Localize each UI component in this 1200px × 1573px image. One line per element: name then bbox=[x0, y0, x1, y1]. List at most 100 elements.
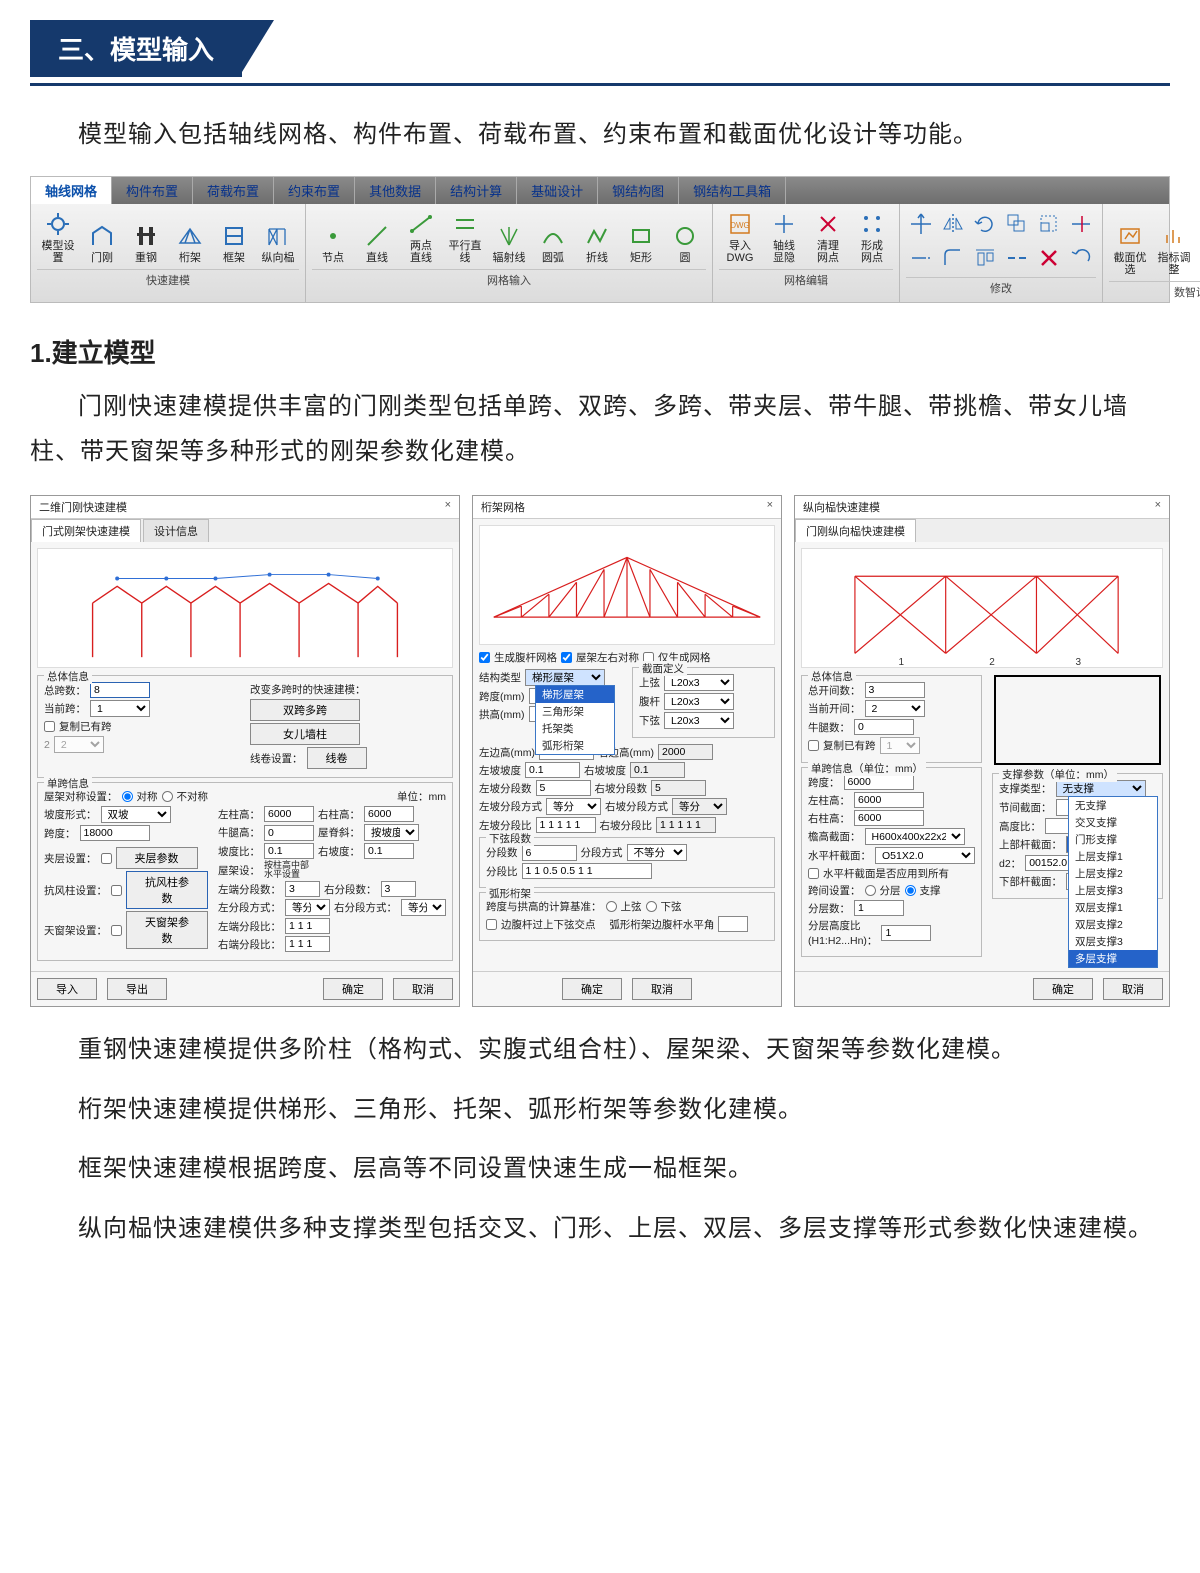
close-icon[interactable]: × bbox=[1155, 499, 1161, 515]
move[interactable] bbox=[906, 208, 936, 240]
mirror[interactable] bbox=[938, 208, 968, 240]
line[interactable]: 直线 bbox=[356, 220, 398, 266]
btn-mezz[interactable]: 夹层参数 bbox=[116, 847, 198, 869]
ribbon-tab-5[interactable]: 结构计算 bbox=[436, 177, 517, 204]
bopt-3[interactable]: 上层支撑1 bbox=[1069, 848, 1157, 865]
opt-1[interactable]: 三角形架 bbox=[536, 703, 614, 720]
sel-upper[interactable]: L20x3 bbox=[664, 674, 734, 691]
sel-copy-val[interactable]: 2 bbox=[54, 736, 104, 753]
bopt-8[interactable]: 双层支撑3 bbox=[1069, 933, 1157, 950]
clear-grid[interactable]: 清理 网点 bbox=[807, 208, 849, 266]
inp-rh2[interactable] bbox=[658, 744, 713, 760]
inp-lseg[interactable] bbox=[285, 881, 320, 897]
bopt-4[interactable]: 上层支撑2 bbox=[1069, 865, 1157, 882]
dropdown-struct-type[interactable]: 梯形屋架 三角形架 托架类 弧形桁架 bbox=[535, 685, 615, 755]
sel-btype[interactable]: 无支撑 bbox=[1056, 780, 1146, 797]
cb-edge[interactable] bbox=[486, 919, 497, 930]
truss[interactable]: 桁架 bbox=[169, 220, 211, 266]
sel-struct-type[interactable]: 梯形屋架 bbox=[525, 669, 605, 686]
btn-cancel2[interactable]: 取消 bbox=[632, 978, 692, 1000]
ribbon-tab-2[interactable]: 荷载布置 bbox=[193, 177, 274, 204]
inp-corbel[interactable] bbox=[264, 825, 314, 841]
bopt-1[interactable]: 交叉支撑 bbox=[1069, 814, 1157, 831]
cb-apply-all[interactable] bbox=[808, 868, 819, 879]
opt-0[interactable]: 梯形屋架 bbox=[536, 686, 614, 703]
inp-rs2[interactable] bbox=[630, 762, 685, 778]
sel-rmode2[interactable]: 等分 bbox=[672, 798, 727, 815]
sel-roof[interactable]: 按坡度 bbox=[364, 824, 419, 841]
cb-mirror[interactable] bbox=[561, 652, 572, 663]
rotate[interactable] bbox=[970, 208, 1000, 240]
section-opt[interactable]: 截面优选 bbox=[1109, 220, 1151, 278]
radial[interactable]: 辐射线 bbox=[488, 220, 530, 266]
trim[interactable] bbox=[1066, 208, 1096, 240]
heavy-steel[interactable]: 重钢 bbox=[125, 220, 167, 266]
import-dwg[interactable]: DWG导入 DWG bbox=[719, 208, 761, 266]
opt-3[interactable]: 弧形桁架 bbox=[536, 737, 614, 754]
polyline[interactable]: 折线 bbox=[576, 220, 618, 266]
rad-basis1[interactable] bbox=[606, 901, 617, 912]
btn-cancel[interactable]: 取消 bbox=[393, 978, 453, 1000]
ribbon-tab-4[interactable]: 其他数据 bbox=[355, 177, 436, 204]
inp-ls2[interactable] bbox=[525, 762, 580, 778]
inp-rseg[interactable] bbox=[381, 881, 416, 897]
sel-rsegm[interactable]: 等分 bbox=[401, 899, 446, 916]
dlg1-tab-1[interactable]: 门式刚架快速建模 bbox=[31, 519, 141, 542]
frame[interactable]: 框架 bbox=[213, 220, 255, 266]
inp-tbay[interactable] bbox=[865, 682, 925, 698]
inp-total-spans[interactable] bbox=[90, 682, 150, 698]
axis-show[interactable]: 轴线 显隐 bbox=[763, 208, 805, 266]
ribbon-tab-3[interactable]: 约束布置 bbox=[274, 177, 355, 204]
inp-arcang[interactable] bbox=[718, 916, 748, 932]
parallel[interactable]: 平行直线 bbox=[444, 208, 486, 266]
portal-frame[interactable]: 门刚 bbox=[81, 220, 123, 266]
sel-lower[interactable]: L20x3 bbox=[664, 712, 734, 729]
bopt-9[interactable]: 多层支撑 bbox=[1069, 950, 1157, 967]
undo[interactable] bbox=[1066, 242, 1096, 274]
rect[interactable]: 矩形 bbox=[620, 220, 662, 266]
node[interactable]: 节点 bbox=[312, 220, 354, 266]
scale[interactable] bbox=[1034, 208, 1064, 240]
inp-ratio3[interactable] bbox=[881, 925, 931, 941]
rad-sym[interactable] bbox=[122, 791, 133, 802]
bopt-6[interactable]: 双层支撑1 bbox=[1069, 899, 1157, 916]
sel-eave[interactable]: H600x400x22x20 bbox=[865, 828, 965, 845]
cb-wind[interactable] bbox=[111, 885, 122, 896]
inp-rh3[interactable] bbox=[854, 810, 924, 826]
inp-segratio[interactable] bbox=[522, 863, 652, 879]
btn-wire[interactable]: 线卷 bbox=[307, 747, 367, 769]
inp-ridge[interactable] bbox=[264, 843, 314, 859]
inp-rslope[interactable] bbox=[364, 843, 414, 859]
rad-brace[interactable] bbox=[905, 885, 916, 896]
circle[interactable]: 圆 bbox=[664, 220, 706, 266]
opt-2[interactable]: 托架类 bbox=[536, 720, 614, 737]
sel-lsegm[interactable]: 等分 bbox=[285, 899, 330, 916]
bopt-0[interactable]: 无支撑 bbox=[1069, 797, 1157, 814]
extend[interactable] bbox=[906, 242, 936, 274]
btn-multi-span[interactable]: 双跨多跨 bbox=[250, 699, 360, 721]
del[interactable] bbox=[1034, 242, 1064, 274]
btn-export[interactable]: 导出 bbox=[107, 978, 167, 1000]
inp-lratio[interactable] bbox=[285, 918, 330, 934]
align[interactable] bbox=[970, 242, 1000, 274]
btn-ok3[interactable]: 确定 bbox=[1033, 978, 1093, 1000]
inp-rratio3[interactable] bbox=[656, 817, 716, 833]
break[interactable] bbox=[1002, 242, 1032, 274]
btn-ok2[interactable]: 确定 bbox=[562, 978, 622, 1000]
btn-daughter-wall[interactable]: 女儿墙柱 bbox=[250, 723, 360, 745]
btn-cancel3[interactable]: 取消 bbox=[1103, 978, 1163, 1000]
cb-mezz[interactable] bbox=[101, 853, 112, 864]
longitudinal[interactable]: 纵向榀 bbox=[257, 220, 299, 266]
btn-sky[interactable]: 天窗架参数 bbox=[126, 911, 208, 949]
ribbon-tab-7[interactable]: 钢结构图 bbox=[598, 177, 679, 204]
inp-lseg2[interactable] bbox=[536, 780, 591, 796]
ribbon-tab-8[interactable]: 钢结构工具箱 bbox=[679, 177, 786, 204]
sel-web[interactable]: L20x3 bbox=[664, 693, 734, 710]
sel-slope-type[interactable]: 双坡 bbox=[101, 806, 171, 823]
sel-copy3[interactable]: 1 bbox=[880, 737, 920, 754]
inp-lcol[interactable] bbox=[264, 806, 314, 822]
inp-lh3[interactable] bbox=[854, 792, 924, 808]
sel-cbay[interactable]: 2 bbox=[865, 700, 925, 717]
ribbon-tab-6[interactable]: 基础设计 bbox=[517, 177, 598, 204]
inp-span3[interactable] bbox=[844, 774, 914, 790]
